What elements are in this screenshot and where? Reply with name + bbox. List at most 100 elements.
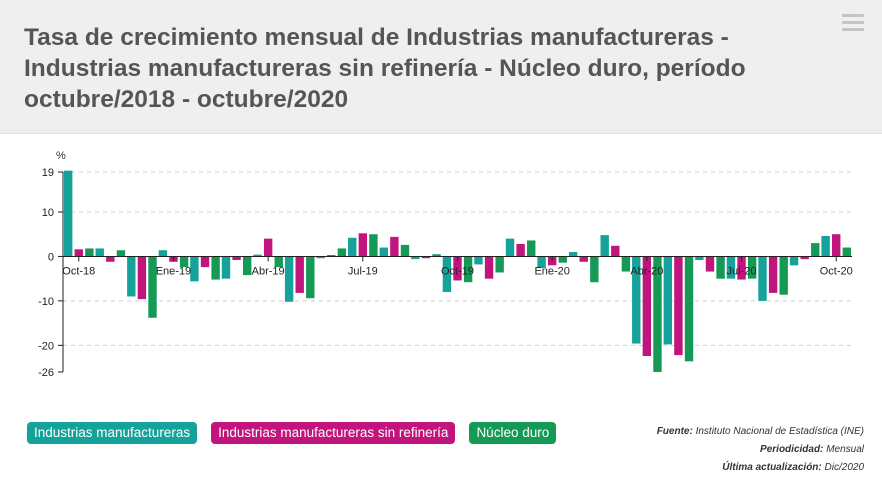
fuente-value: Instituto Nacional de Estadística (INE): [695, 426, 864, 437]
y-tick-label: 19: [42, 167, 54, 179]
bar-sin-refineria: [295, 256, 304, 293]
periodicidad-label: Periodicidad:: [760, 444, 824, 455]
bar-nucleo-duro: [369, 234, 378, 257]
bar-industrias-manufactureras: [411, 256, 420, 260]
x-tick-label: Oct-19: [441, 265, 474, 277]
bar-nucleo-duro: [274, 256, 283, 268]
bar-sin-refineria: [579, 256, 588, 262]
bar-industrias-manufactureras: [221, 256, 231, 279]
periodicidad-value: Mensual: [826, 444, 864, 455]
legend: Industrias manufactureras Industrias man…: [27, 422, 557, 444]
hamburger-menu-icon[interactable]: [838, 8, 868, 38]
bar-sin-refineria: [358, 233, 368, 257]
bar-sin-refineria: [390, 236, 399, 257]
bar-industrias-manufactureras: [442, 256, 452, 292]
y-tick-label: 10: [42, 207, 54, 219]
x-tick-label: Jul-19: [348, 265, 378, 277]
x-tick-label: Oct-20: [820, 265, 853, 277]
bar-industrias-manufactureras: [95, 248, 104, 257]
chart-title: Tasa de crecimiento mensual de Industria…: [24, 24, 746, 113]
bar-industrias-manufactureras: [695, 256, 704, 260]
bar-chart: %19 10 0 -10 -20 -26 Oct-18 Ene-19 Abr-19 Jul-19 O…: [38, 150, 853, 379]
bar-industrias-manufactureras: [284, 256, 294, 302]
source-notes: Fuente: Instituto Nacional de Estadístic…: [657, 423, 864, 477]
bar-nucleo-duro: [653, 256, 662, 372]
legend-item-nucleo-duro[interactable]: Núcleo duro: [469, 422, 557, 444]
legend-item-sin-refineria[interactable]: Industrias manufactureras sin refinería: [211, 422, 456, 444]
bar-nucleo-duro: [747, 256, 757, 279]
bar-industrias-manufactureras: [663, 256, 673, 345]
bar-nucleo-duro: [337, 248, 347, 257]
bar-nucleo-duro: [842, 247, 852, 257]
bar-sin-refineria: [74, 249, 83, 257]
bar-industrias-manufactureras: [821, 236, 830, 257]
bar-industrias-manufactureras: [600, 235, 609, 257]
actualizacion-label: Última actualización:: [722, 462, 822, 473]
bar-nucleo-duro: [811, 243, 820, 257]
bar-sin-refineria: [453, 256, 462, 281]
bar-nucleo-duro: [621, 256, 631, 272]
bar-nucleo-duro: [400, 244, 410, 257]
bar-nucleo-duro: [432, 254, 441, 257]
actualizacion-line: Última actualización: Dic/2020: [657, 459, 864, 477]
bar-nucleo-duro: [558, 256, 567, 263]
bar-nucleo-duro: [116, 250, 126, 257]
y-tick-label: -26: [38, 367, 54, 379]
bar-industrias-manufactureras: [316, 256, 325, 259]
bar-sin-refineria: [642, 256, 652, 356]
bar-nucleo-duro: [242, 256, 252, 276]
x-tick-label: Jul-20: [727, 265, 757, 277]
x-tick-label: Ene-20: [534, 265, 569, 277]
bar-industrias-manufactureras: [379, 247, 388, 257]
bar-industrias-manufactureras: [758, 256, 767, 301]
bar-nucleo-duro: [463, 256, 473, 283]
bar-industrias-manufactureras: [348, 237, 357, 257]
bar-industrias-manufactureras: [537, 256, 546, 268]
bar-industrias-manufactureras: [127, 256, 136, 297]
bar-sin-refineria: [263, 238, 273, 257]
chart-header: Tasa de crecimiento mensual de Industria…: [0, 0, 882, 134]
bar-sin-refineria: [737, 256, 746, 280]
bar-industrias-manufactureras: [253, 254, 262, 257]
bar-sin-refineria: [232, 256, 241, 260]
bar-sin-refineria: [516, 244, 525, 257]
y-tick-label: 0: [48, 251, 54, 263]
bar-industrias-manufactureras: [568, 252, 578, 257]
x-tick-label: Ene-19: [156, 265, 191, 277]
fuente-label: Fuente:: [656, 426, 693, 437]
bar-nucleo-duro: [590, 256, 599, 283]
bar-industrias-manufactureras: [474, 256, 483, 265]
bar-nucleo-duro: [684, 256, 694, 362]
y-axis-unit-label: %: [56, 150, 66, 162]
bar-industrias-manufactureras: [158, 250, 168, 257]
y-tick-label: -20: [38, 340, 54, 352]
actualizacion-value: Dic/2020: [824, 462, 864, 473]
bar-nucleo-duro: [211, 256, 220, 280]
bar-sin-refineria: [832, 234, 841, 257]
bar-sin-refineria: [200, 256, 210, 268]
bar-sin-refineria: [674, 256, 683, 356]
bar-nucleo-duro: [716, 256, 725, 279]
bar-industrias-manufactureras: [190, 256, 199, 282]
legend-item-industrias-manufactureras[interactable]: Industrias manufactureras: [27, 422, 198, 444]
bar-industrias-manufactureras: [505, 238, 515, 257]
bar-sin-refineria: [327, 255, 336, 257]
bar-industrias-manufactureras: [726, 256, 736, 279]
bar-industrias-manufactureras: [789, 256, 799, 266]
bar-nucleo-duro: [148, 256, 157, 318]
bar-nucleo-duro: [495, 256, 504, 273]
x-tick-label: Abr-19: [252, 265, 285, 277]
source-line: Fuente: Instituto Nacional de Estadístic…: [657, 423, 864, 441]
bar-sin-refineria: [484, 256, 494, 279]
x-tick-label: Abr-20: [630, 265, 663, 277]
bar-sin-refineria: [800, 256, 809, 260]
bar-nucleo-duro: [85, 248, 94, 257]
bar-sin-refineria: [611, 245, 620, 257]
y-tick-label: -10: [38, 296, 54, 308]
bar-industrias-manufactureras: [63, 170, 73, 257]
bar-sin-refineria: [421, 256, 431, 259]
x-tick-label: Oct-18: [62, 265, 95, 277]
bar-nucleo-duro: [779, 256, 788, 295]
bar-nucleo-duro: [527, 240, 536, 257]
periodicidad-line: Periodicidad: Mensual: [657, 441, 864, 459]
